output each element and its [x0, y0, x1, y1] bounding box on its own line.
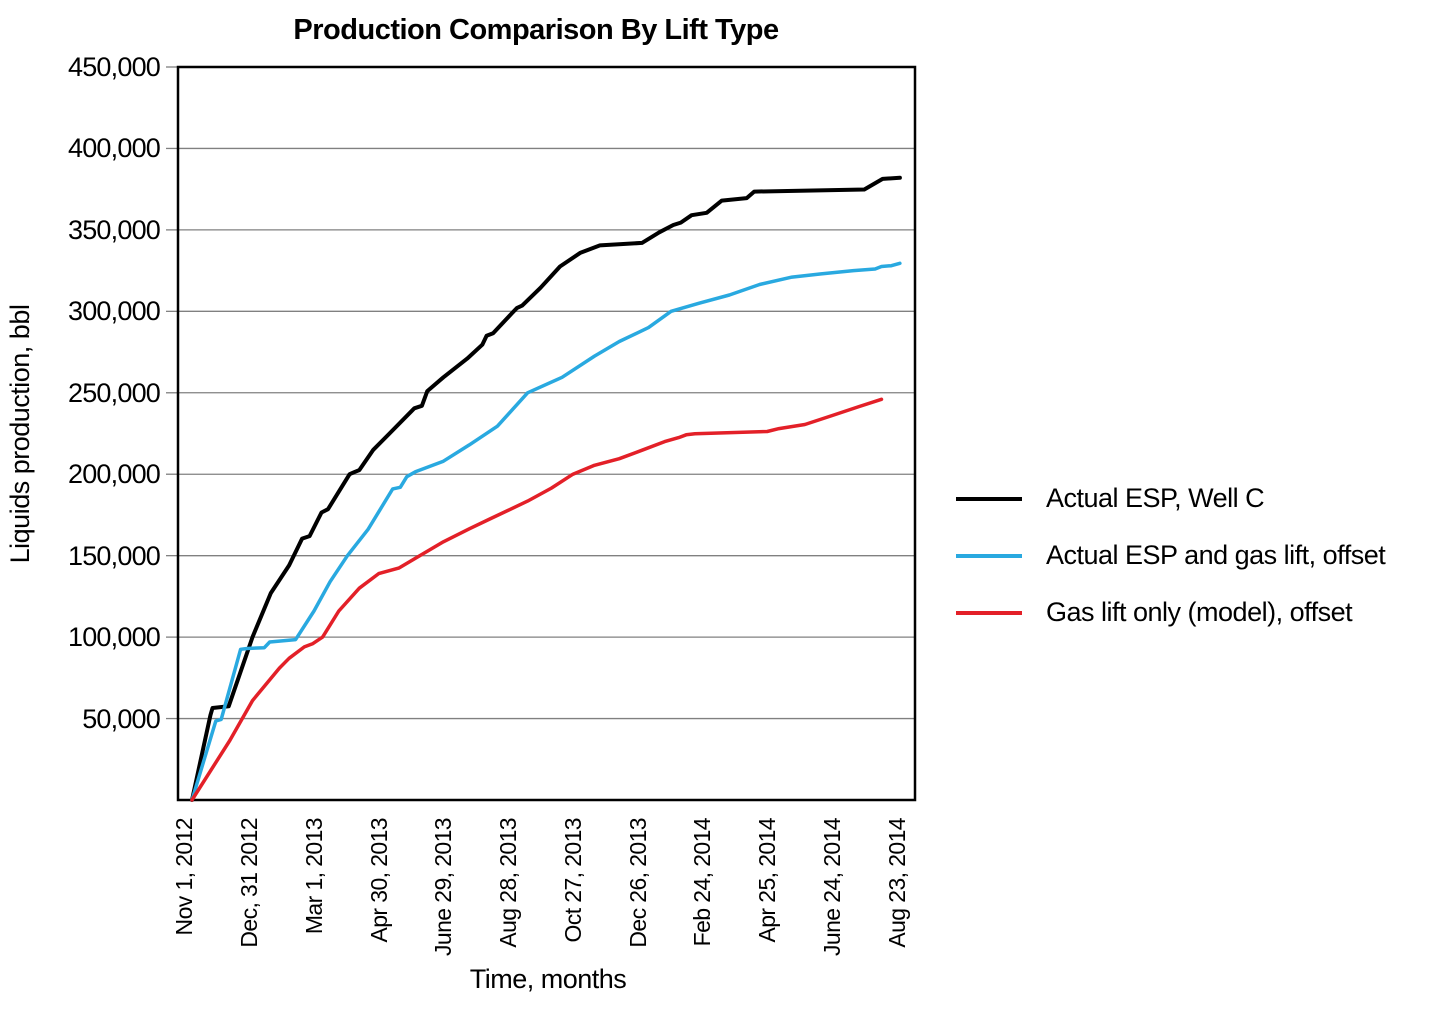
- legend-item-label: Gas lift only (model), offset: [1046, 597, 1353, 627]
- x-tick-label: Feb 24, 2014: [689, 818, 716, 947]
- legend-item: Gas lift only (model), offset: [956, 595, 1385, 630]
- x-tick-label: Mar 1, 2013: [300, 818, 327, 935]
- y-tick-label: 200,000: [68, 459, 161, 490]
- chart-legend: Actual ESP, Well C Actual ESP and gas lif…: [956, 481, 1386, 630]
- series-line-gas-lift-only-model-offset: [190, 397, 884, 802]
- legend-item-label: Actual ESP, Well C: [1046, 483, 1265, 513]
- legend-swatch-line: [956, 496, 1022, 501]
- x-tick-label: Oct 27, 2013: [559, 818, 586, 943]
- x-tick-label: Dec, 31 2012: [236, 818, 263, 948]
- legend-item-label: Actual ESP and gas lift, offset: [1046, 540, 1386, 570]
- y-tick-label: 400,000: [68, 133, 161, 164]
- plot-border: [176, 65, 917, 802]
- legend-item: Actual ESP, Well C: [956, 481, 1385, 516]
- series-line-actual-esp-well-c: [190, 175, 902, 802]
- x-tick-label: June 29, 2013: [430, 818, 457, 956]
- series-line-actual-esp-and-gas-lift-offset: [190, 261, 902, 802]
- y-tick-label: 300,000: [68, 296, 161, 327]
- legend-item: Actual ESP and gas lift, offset: [956, 538, 1386, 573]
- x-tick-label: June 24, 2014: [818, 818, 845, 956]
- x-axis-title: Time, months: [469, 964, 627, 994]
- y-tick-label: 350,000: [68, 214, 161, 245]
- x-tick-label: Apr 25, 2014: [754, 818, 781, 943]
- x-tick-label: Apr 30, 2013: [365, 818, 392, 943]
- y-tick-label: 100,000: [68, 622, 161, 653]
- y-tick-label: 50,000: [82, 703, 161, 734]
- y-tick-label: 450,000: [68, 52, 161, 82]
- x-tick-label: Aug 23, 2014: [883, 818, 910, 948]
- chart-title: Production Comparison By Lift Type: [293, 14, 779, 46]
- x-tick-label: Dec 26, 2013: [624, 818, 651, 948]
- x-tick-label: Nov 1, 2012: [171, 818, 198, 936]
- y-tick-label: 250,000: [68, 377, 161, 408]
- legend-swatch-line: [956, 610, 1022, 615]
- legend-swatch-line: [956, 553, 1022, 558]
- x-tick-label: Aug 28, 2013: [495, 818, 522, 948]
- y-tick-label: 150,000: [68, 540, 161, 571]
